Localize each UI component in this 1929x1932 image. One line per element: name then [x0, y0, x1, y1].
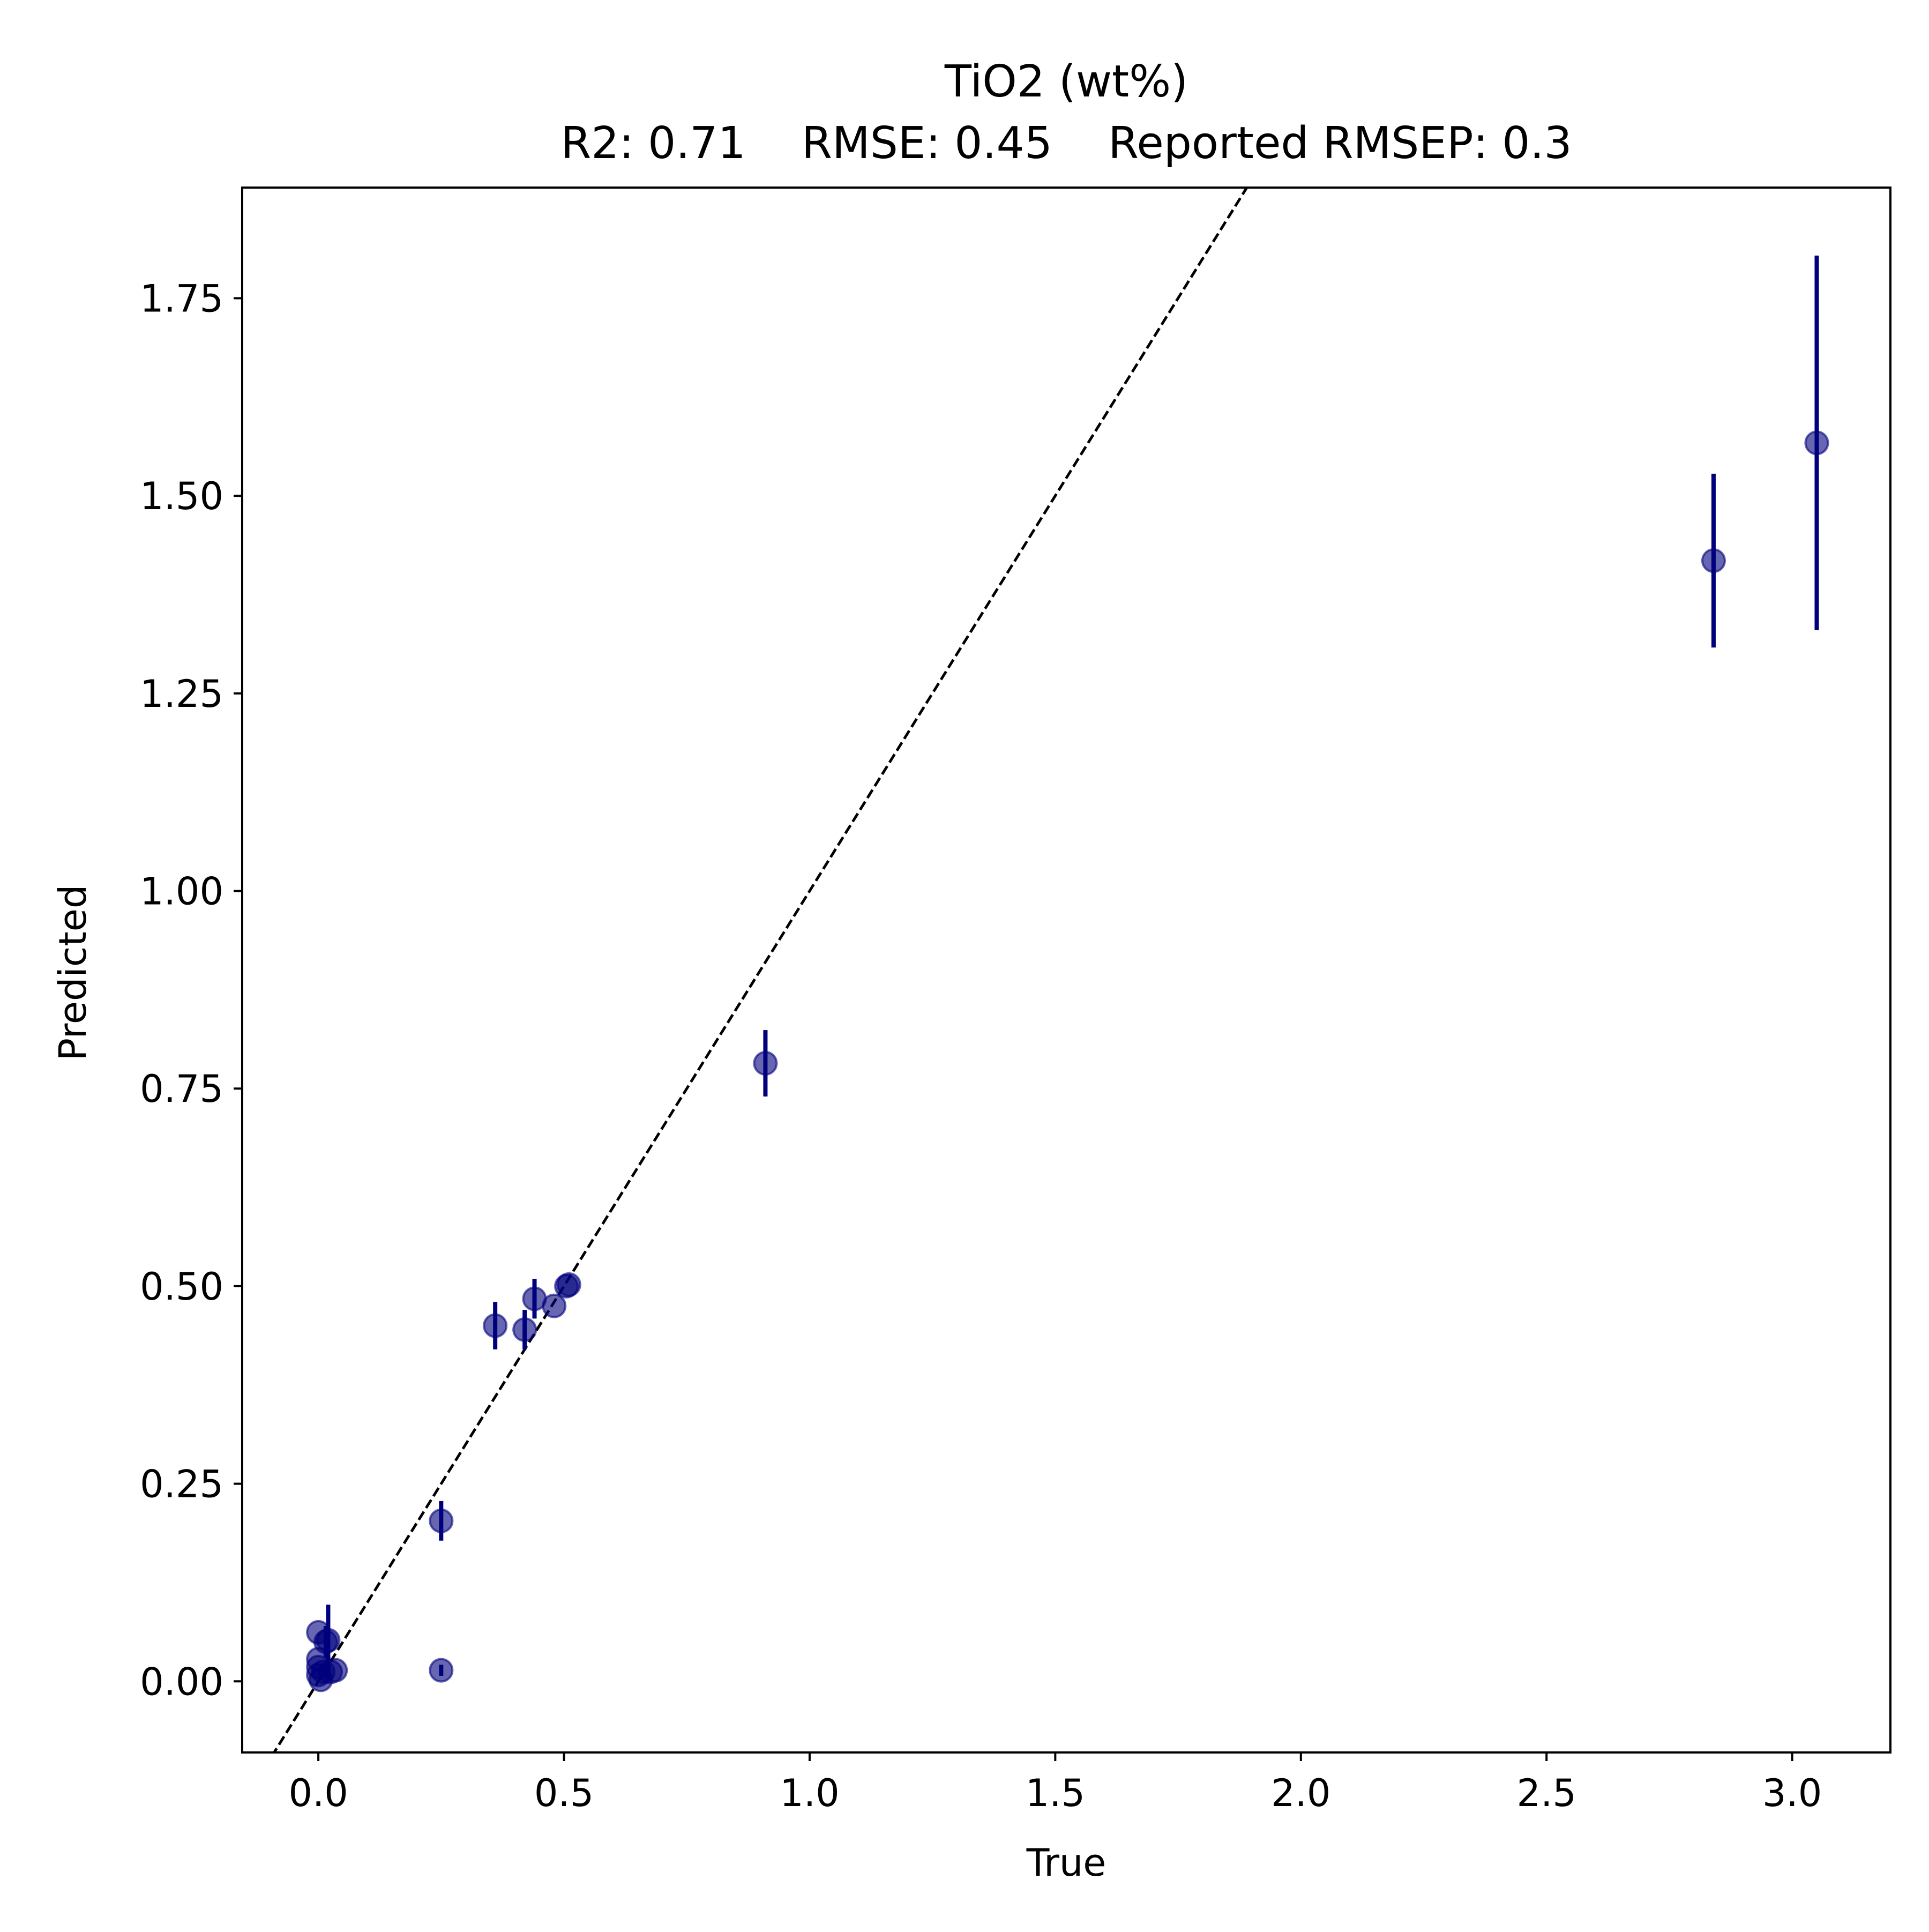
data-point — [323, 1658, 348, 1683]
chart-title: TiO2 (wt%) — [944, 56, 1188, 107]
data-point — [429, 1658, 454, 1683]
y-tick-label: 1.50 — [140, 474, 223, 518]
y-tick-label: 1.00 — [140, 870, 223, 914]
x-tick-label: 2.5 — [1517, 1771, 1576, 1815]
y-axis-label: Predicted — [51, 885, 95, 1061]
y-tick-label: 0.75 — [140, 1067, 223, 1111]
y-tick-label: 1.25 — [140, 672, 223, 716]
y-tick-label: 0.25 — [140, 1463, 223, 1506]
data-point — [1701, 548, 1726, 573]
data-point — [429, 1508, 454, 1533]
x-tick-label: 1.0 — [780, 1771, 839, 1815]
chart-subtitle: R2: 0.71 RMSE: 0.45 Reported RMSEP: 0.3 — [560, 118, 1572, 169]
plot-content — [272, 188, 1829, 1752]
plot-area: 0.0 0.5 1.0 1.5 2.0 2.5 3.0 0.00 0.25 0.50 0.75 1.0… — [140, 187, 1891, 1815]
x-axis-label: True — [1026, 1841, 1106, 1885]
plot-frame — [241, 187, 1891, 1754]
reference-line-y-equals-x — [272, 188, 1248, 1752]
y-tick-label: 0.00 — [140, 1660, 223, 1704]
y-tick-label: 1.75 — [140, 277, 223, 320]
x-tick-label: 1.5 — [1026, 1771, 1085, 1815]
data-point — [512, 1317, 537, 1342]
x-tick-label: 0.0 — [288, 1771, 348, 1815]
data-point — [483, 1313, 508, 1338]
data-point — [753, 1051, 778, 1076]
data-point — [556, 1272, 581, 1297]
x-tick-label: 2.0 — [1271, 1771, 1330, 1815]
x-tick-label: 3.0 — [1762, 1771, 1822, 1815]
data-point — [1804, 430, 1829, 456]
x-tick-label: 0.5 — [534, 1771, 594, 1815]
data-point — [316, 1628, 341, 1653]
y-tick-label: 0.50 — [140, 1265, 223, 1309]
data-point — [542, 1293, 567, 1318]
